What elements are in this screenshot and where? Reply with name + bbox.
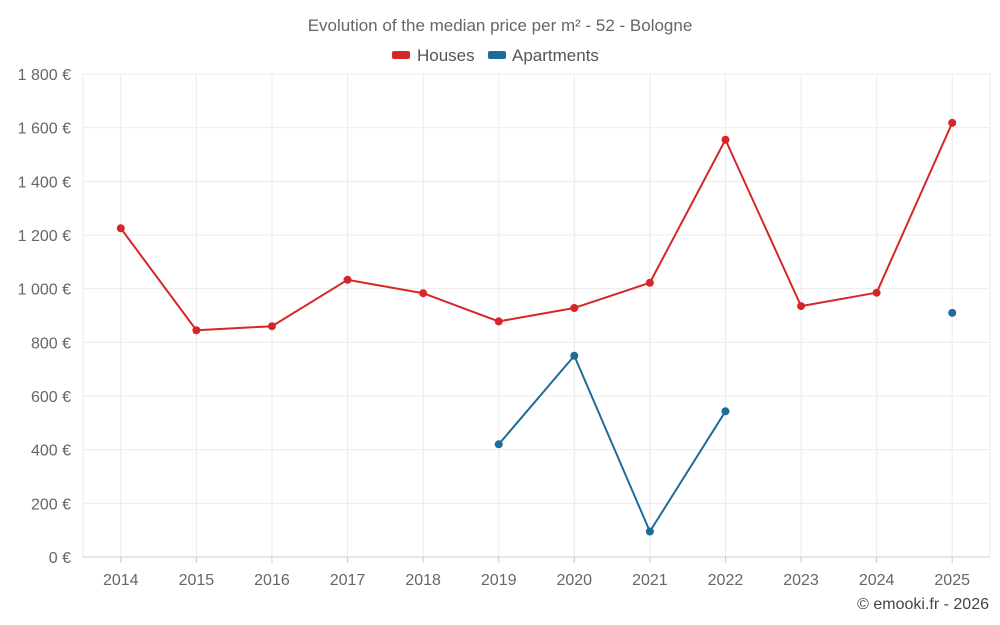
grid [82, 73, 991, 558]
x-tick-label: 2020 [556, 572, 592, 589]
x-tick-label: 2014 [103, 572, 139, 589]
legend-item-houses[interactable]: Houses [392, 46, 475, 65]
data-point-houses-2018[interactable] [419, 289, 428, 298]
y-tick-label: 200 € [31, 496, 71, 513]
data-point-houses-2020[interactable] [570, 303, 579, 312]
data-point-apartments-2020[interactable] [570, 351, 579, 360]
legend-swatch-houses [392, 51, 410, 59]
data-point-houses-2024[interactable] [872, 288, 881, 297]
x-tick-label: 2022 [708, 572, 744, 589]
series-houses [116, 118, 957, 335]
series-layer [116, 118, 957, 536]
legend-label-apartments: Apartments [512, 46, 599, 65]
data-point-apartments-2021[interactable] [645, 527, 654, 536]
data-point-houses-2022[interactable] [721, 135, 730, 144]
legend-swatch-apartments [488, 51, 506, 59]
data-point-houses-2025[interactable] [948, 118, 957, 127]
data-point-apartments-2022[interactable] [721, 407, 730, 416]
y-tick-label: 0 € [49, 550, 71, 567]
x-tick-label: 2025 [934, 572, 970, 589]
y-tick-label: 600 € [31, 389, 71, 406]
y-tick-label: 1 600 € [18, 121, 71, 138]
x-axis: 2014 2015 2016 2017 2018 2019 2020 2021 2022 2023… [83, 556, 990, 589]
legend-item-apartments[interactable]: Apartments [488, 46, 599, 65]
x-tick-label: 2021 [632, 572, 668, 589]
x-tick-label: 2023 [783, 572, 819, 589]
x-tick-label: 2016 [254, 572, 290, 589]
data-point-houses-2019[interactable] [494, 317, 503, 326]
x-tick-label: 2018 [405, 572, 441, 589]
data-point-houses-2023[interactable] [797, 302, 806, 311]
data-point-houses-2016[interactable] [267, 322, 276, 331]
data-point-houses-2014[interactable] [116, 224, 125, 233]
series-line-apartments [497, 354, 727, 533]
series-apartments [494, 308, 957, 536]
y-tick-label: 400 € [31, 443, 71, 460]
chart-title: Evolution of the median price per m² - 5… [308, 16, 693, 35]
data-point-apartments-2019[interactable] [494, 440, 503, 449]
data-point-houses-2017[interactable] [343, 275, 352, 284]
x-tick-label: 2015 [179, 572, 215, 589]
x-tick-label: 2017 [330, 572, 366, 589]
y-tick-label: 800 € [31, 335, 71, 352]
legend: Houses Apartments [392, 46, 599, 65]
y-axis: 0 € 200 € 400 € 600 € 800 € 1 000 € 1 200 € 1 4… [18, 67, 71, 567]
data-point-apartments-2025[interactable] [948, 308, 957, 317]
y-tick-label: 1 800 € [18, 67, 71, 84]
y-tick-label: 1 400 € [18, 174, 71, 191]
x-tick-label: 2019 [481, 572, 517, 589]
data-point-houses-2015[interactable] [192, 326, 201, 335]
series-line-houses [119, 122, 954, 332]
data-point-houses-2021[interactable] [645, 278, 654, 287]
y-tick-label: 1 000 € [18, 282, 71, 299]
legend-label-houses: Houses [417, 46, 475, 65]
x-tick-label: 2024 [859, 572, 895, 589]
credit-text: © emooki.fr - 2026 [857, 596, 989, 613]
y-tick-label: 1 200 € [18, 228, 71, 245]
